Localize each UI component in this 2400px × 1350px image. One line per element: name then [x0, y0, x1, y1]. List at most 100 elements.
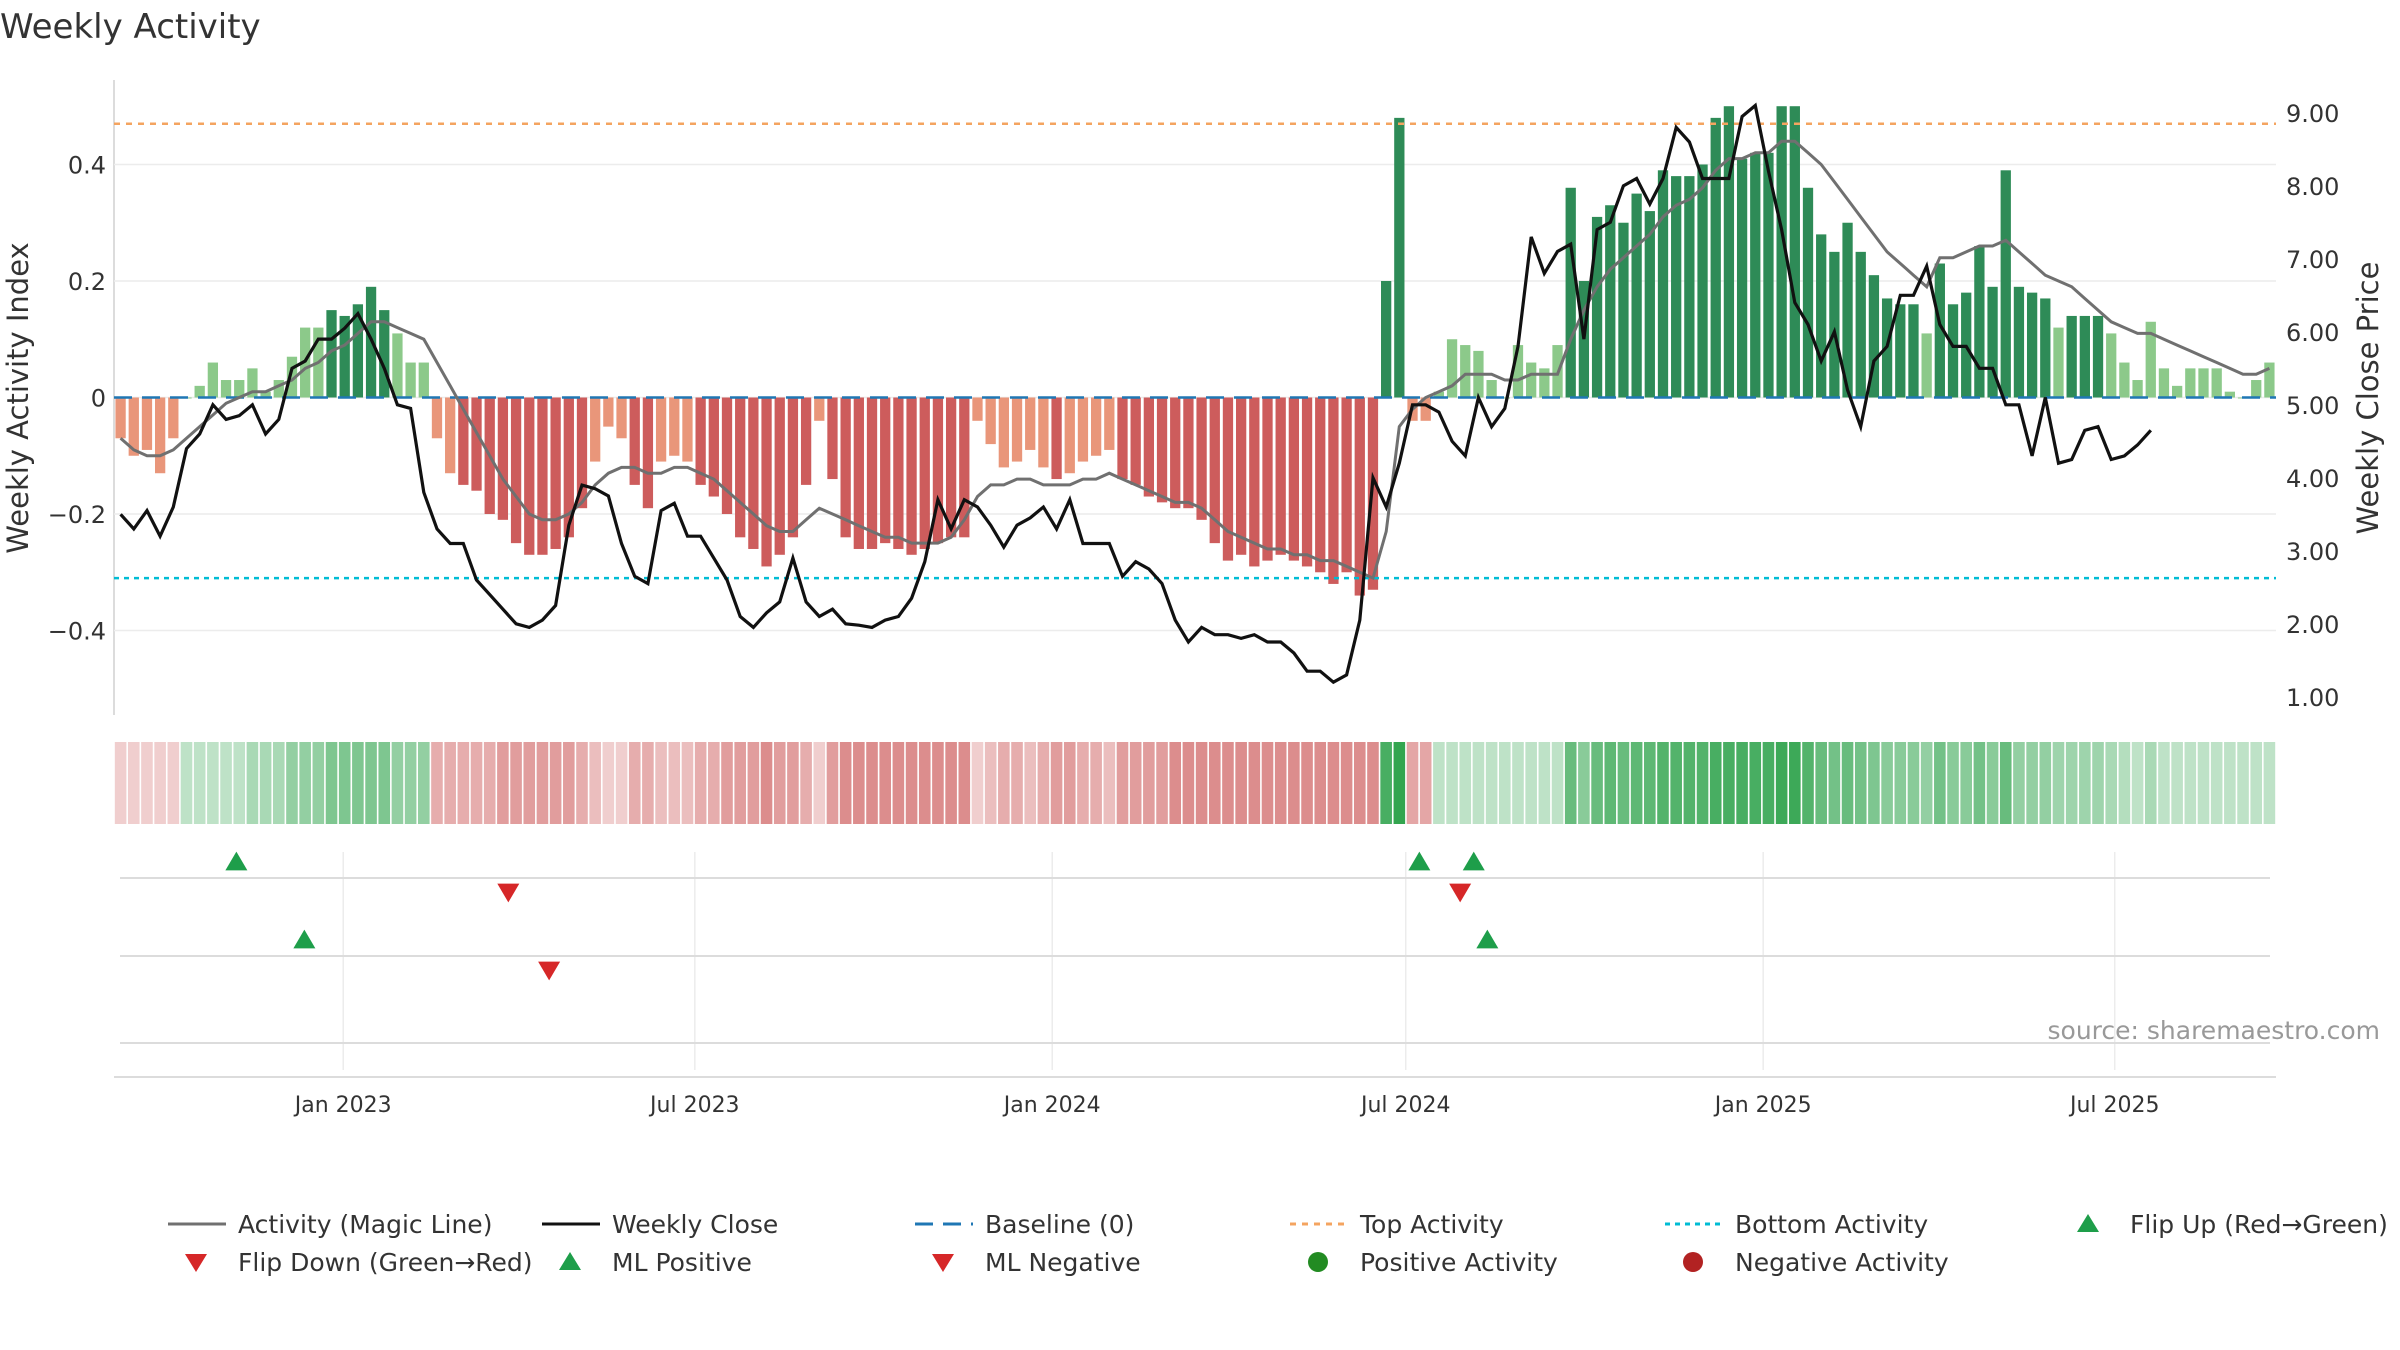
- heat-strip-cell: [2237, 742, 2249, 824]
- activity-bar: [1315, 397, 1326, 573]
- heat-strip-cell: [365, 742, 377, 824]
- activity-bar: [603, 397, 614, 427]
- activity-bar: [260, 391, 271, 398]
- legend-item-baseline: Baseline (0): [915, 1210, 1134, 1239]
- heat-strip-cell: [655, 742, 667, 824]
- heat-strip-cell: [127, 742, 140, 824]
- heat-strip-cell: [259, 742, 272, 824]
- heat-strip-cell: [1340, 742, 1353, 824]
- activity-bar: [1750, 152, 1761, 398]
- heat-strip-cell: [272, 742, 285, 824]
- legend-label: Weekly Close: [612, 1210, 778, 1239]
- heat-strip-cell: [1261, 742, 1274, 824]
- activity-bar: [735, 397, 746, 538]
- activity-bar: [1868, 275, 1880, 398]
- activity-bar: [1130, 397, 1141, 485]
- legend-swatch: [1308, 1252, 1328, 1272]
- heat-strip-cell: [1499, 742, 1511, 824]
- legend-item-top: Top Activity: [1290, 1210, 1504, 1239]
- y2-tick-label: 2.00: [2286, 611, 2339, 639]
- activity-bar: [563, 397, 574, 538]
- heat-strip-cell: [1999, 742, 2012, 824]
- legend-item-magic: Activity (Magic Line): [168, 1210, 492, 1239]
- activity-bar: [1763, 152, 1774, 398]
- activity-bar: [774, 397, 785, 555]
- activity-bar: [1895, 304, 1906, 398]
- activity-bar: [2224, 391, 2236, 398]
- activity-bar: [682, 397, 693, 462]
- activity-bar: [286, 356, 298, 398]
- activity-bar: [1038, 397, 1049, 468]
- heat-strip-cell: [1894, 742, 1907, 824]
- activity-bar: [247, 368, 258, 398]
- heat-strip-cell: [918, 742, 931, 824]
- legend-label: Bottom Activity: [1735, 1210, 1928, 1239]
- legend-item-flipdown: Flip Down (Green→Red): [185, 1248, 533, 1277]
- heat-strip-cell: [1103, 742, 1116, 824]
- activity-bar: [919, 397, 930, 549]
- magic-line-series: [119, 139, 2271, 581]
- y2-axis-label: Weekly Close Price: [2351, 262, 2385, 535]
- heat-strip-cell: [483, 742, 496, 824]
- event-marker-panel: [114, 851, 2276, 1078]
- heat-strip-cell: [1907, 742, 1920, 824]
- activity-bar: [2066, 315, 2077, 398]
- heat-strip-cell: [1050, 742, 1063, 824]
- heat-strip-cell: [1802, 742, 1814, 824]
- heat-strip-cell: [1011, 742, 1023, 824]
- activity-bar: [1908, 304, 1919, 398]
- activity-bar: [1974, 246, 1985, 398]
- activity-bar: [273, 380, 284, 398]
- legend-label: ML Positive: [612, 1248, 752, 1277]
- heat-strip-cell: [2026, 742, 2038, 824]
- activity-bar: [840, 397, 851, 538]
- activity-bar: [972, 397, 983, 421]
- heat-strip-cell: [457, 742, 470, 824]
- heat-strip-cell: [879, 742, 891, 824]
- activity-bar: [761, 397, 772, 567]
- heat-strip-cell: [2092, 742, 2104, 824]
- heat-strip-cell: [1419, 742, 1432, 824]
- activity-bar: [2198, 368, 2209, 398]
- activity-bar: [1262, 397, 1273, 561]
- heat-strip-cell: [984, 742, 997, 824]
- activity-bar: [1433, 391, 1445, 398]
- activity-bar: [194, 385, 205, 398]
- heat-strip-cell: [1288, 742, 1300, 824]
- heat-strip-cell: [787, 742, 799, 824]
- ml-negative-marker: [538, 961, 561, 981]
- heat-strip-cell: [444, 742, 456, 824]
- heat-strip-cell: [2158, 742, 2170, 824]
- activity-bar: [1051, 397, 1062, 480]
- activity-bar: [708, 397, 719, 497]
- heat-strip-cell: [523, 742, 536, 824]
- heat-strip-cell: [998, 742, 1010, 824]
- legend-label: Top Activity: [1359, 1210, 1504, 1239]
- heat-strip-cell: [668, 742, 681, 824]
- activity-bar: [1565, 187, 1576, 398]
- legend-label: Negative Activity: [1735, 1248, 1949, 1277]
- y-axis-ticks: 0.4 0.2 0 −0.2 −0.4: [48, 151, 106, 645]
- heat-strip-cell: [945, 742, 957, 824]
- legend-label: Baseline (0): [985, 1210, 1134, 1239]
- flip-down-marker: [497, 883, 520, 903]
- heat-strip-cell: [141, 742, 153, 824]
- activity-bar: [629, 397, 640, 485]
- heat-strip-cell: [1525, 742, 1537, 824]
- heat-strip-cell: [853, 742, 865, 824]
- heat-strip-cell: [1789, 742, 1801, 824]
- activity-bar: [1789, 106, 1800, 398]
- activity-bar: [2211, 368, 2222, 398]
- activity-bar: [220, 380, 232, 398]
- heat-strip-cell: [1512, 742, 1524, 824]
- heat-strip-cell: [1696, 742, 1709, 824]
- heat-strip-cell: [497, 742, 509, 824]
- activity-bar: [2132, 380, 2143, 398]
- activity-bar: [1354, 397, 1365, 596]
- x-tick-label: Jul 2023: [648, 1093, 740, 1118]
- heat-strip-cell: [839, 742, 852, 824]
- activity-bar: [418, 362, 429, 398]
- activity-bar: [379, 310, 390, 398]
- activity-bar: [1591, 216, 1603, 398]
- activity-bar: [2119, 362, 2130, 398]
